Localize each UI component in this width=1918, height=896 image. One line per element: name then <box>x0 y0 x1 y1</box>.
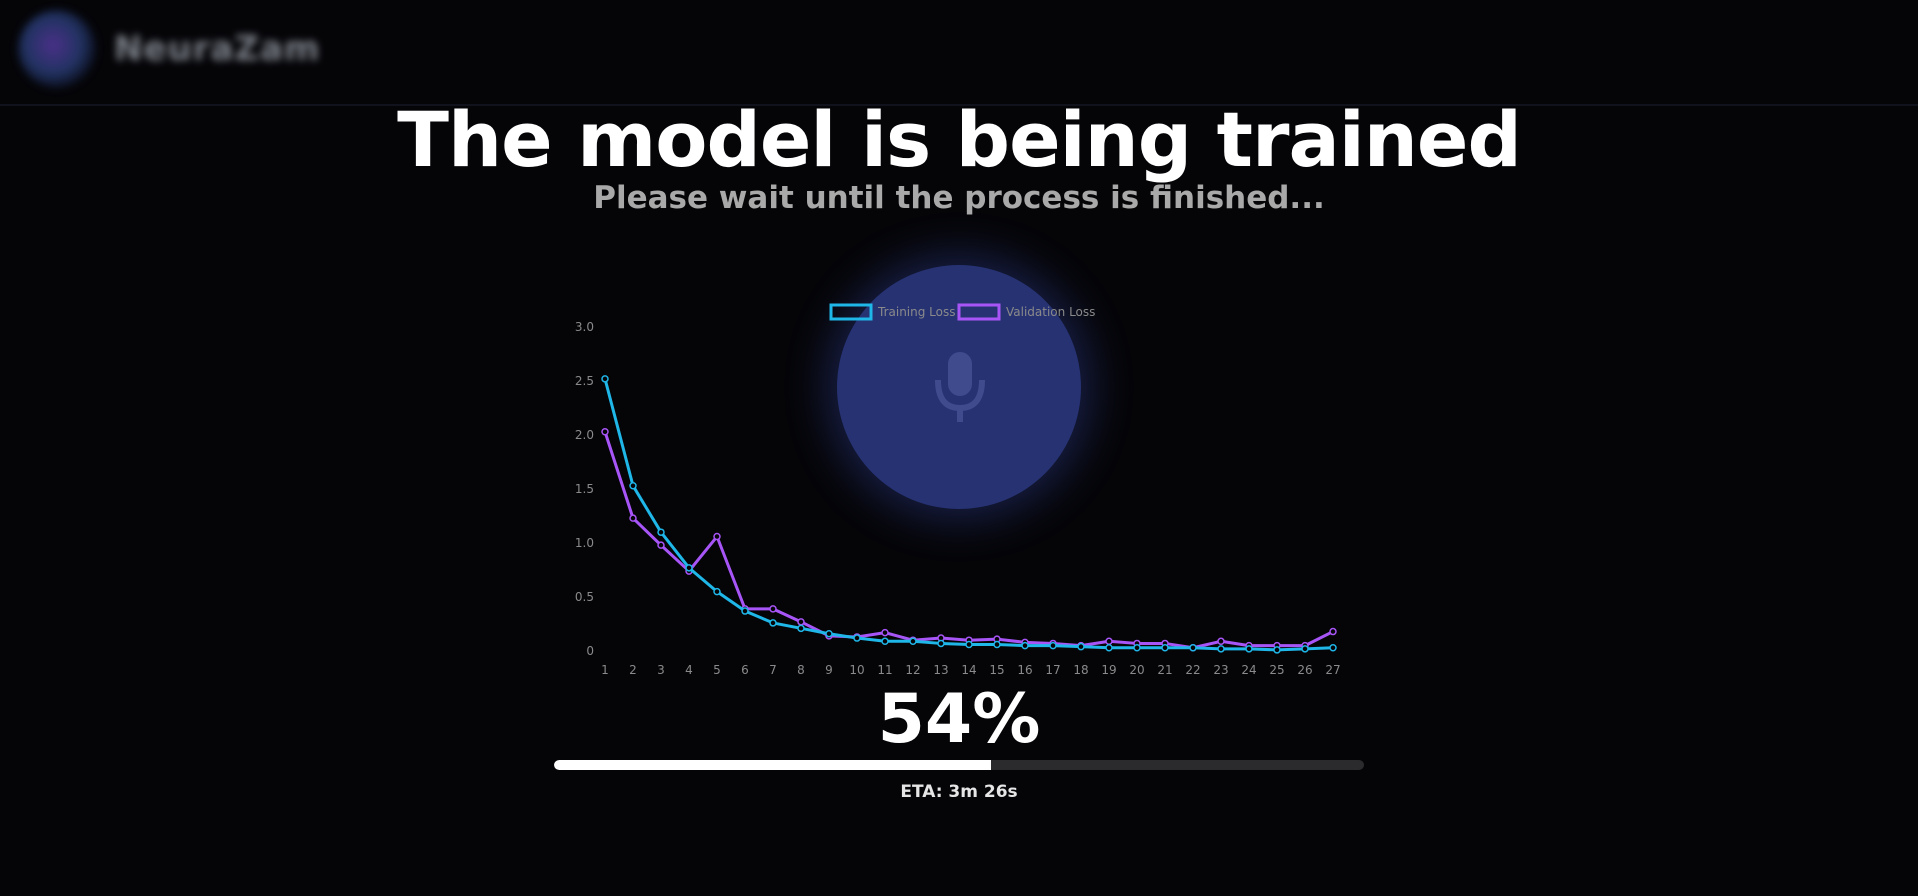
y-tick-label: 1.0 <box>575 536 594 550</box>
x-tick-label: 7 <box>769 663 777 677</box>
x-tick-label: 2 <box>629 663 637 677</box>
data-point <box>629 514 637 522</box>
x-tick-label: 9 <box>825 663 833 677</box>
data-point <box>1133 644 1141 652</box>
x-tick-label: 11 <box>877 663 892 677</box>
legend-swatch <box>829 303 873 321</box>
data-point <box>713 587 721 596</box>
page-subtitle: Please wait until the process is finishe… <box>593 180 1325 216</box>
data-point <box>769 619 777 627</box>
x-tick-label: 1 <box>601 663 609 677</box>
data-point <box>629 482 637 490</box>
data-point <box>965 640 973 649</box>
x-tick-label: 23 <box>1213 663 1228 677</box>
x-tick-label: 6 <box>741 663 749 677</box>
x-tick-label: 25 <box>1269 663 1284 677</box>
data-point <box>713 532 721 541</box>
data-point <box>657 528 665 536</box>
x-tick-label: 17 <box>1045 663 1060 677</box>
data-point <box>1077 642 1085 651</box>
y-tick-label: 0 <box>586 644 594 658</box>
x-tick-label: 21 <box>1157 663 1172 677</box>
legend-label: Training Loss <box>877 305 955 319</box>
x-tick-label: 27 <box>1325 663 1340 677</box>
x-tick-label: 16 <box>1017 663 1032 677</box>
y-tick-label: 0.5 <box>575 590 594 604</box>
data-point <box>769 605 777 613</box>
x-tick-label: 26 <box>1297 663 1312 677</box>
data-point <box>881 637 889 646</box>
page-title: The model is being trained <box>397 95 1522 184</box>
data-point <box>741 607 749 615</box>
data-point <box>797 624 805 633</box>
legend-swatch <box>957 303 1001 321</box>
data-point <box>1329 644 1337 652</box>
data-point <box>1217 637 1225 646</box>
data-point <box>601 428 609 436</box>
microphone-icon <box>935 352 985 422</box>
x-tick-label: 10 <box>849 663 864 677</box>
data-point <box>853 634 861 642</box>
data-point <box>993 640 1001 649</box>
y-tick-label: 3.0 <box>575 320 594 334</box>
x-tick-label: 14 <box>961 663 976 677</box>
data-point <box>797 618 805 626</box>
eta-text: ETA: 3m 26s <box>900 782 1018 802</box>
x-tick-label: 5 <box>713 663 721 677</box>
x-tick-label: 3 <box>657 663 665 677</box>
data-point <box>1273 646 1281 654</box>
x-tick-label: 13 <box>933 663 948 677</box>
legend-label: Validation Loss <box>1006 305 1095 319</box>
top-bar: NeuraZam <box>0 0 1918 106</box>
data-point <box>1161 644 1169 652</box>
data-point <box>1217 645 1225 653</box>
y-tick-label: 2.5 <box>575 374 594 388</box>
x-tick-label: 15 <box>989 663 1004 677</box>
logo[interactable]: NeuraZam <box>18 10 320 88</box>
x-tick-label: 24 <box>1241 663 1256 677</box>
x-tick-label: 12 <box>905 663 920 677</box>
data-point <box>685 564 693 572</box>
data-point <box>1049 641 1057 650</box>
data-point <box>1329 627 1337 636</box>
y-tick-label: 2.0 <box>575 428 594 442</box>
progress-fill <box>554 760 992 770</box>
x-tick-label: 4 <box>685 663 693 677</box>
data-point <box>937 639 945 648</box>
app-name: NeuraZam <box>114 29 321 69</box>
data-point <box>825 629 833 638</box>
logo-icon <box>18 10 96 88</box>
progress-bar <box>554 760 1364 770</box>
series-line <box>603 431 1334 650</box>
x-tick-label: 8 <box>797 663 805 677</box>
x-tick-label: 20 <box>1129 663 1144 677</box>
progress-percent: 54% <box>877 680 1041 759</box>
data-point <box>601 375 609 383</box>
x-tick-label: 22 <box>1185 663 1200 677</box>
data-point <box>1105 644 1113 652</box>
x-tick-label: 18 <box>1073 663 1088 677</box>
data-point <box>1301 645 1309 653</box>
data-point <box>1245 645 1253 653</box>
x-tick-label: 19 <box>1101 663 1116 677</box>
data-point <box>909 637 917 646</box>
data-point <box>1021 641 1029 650</box>
series-line <box>603 378 1334 652</box>
data-point <box>881 628 889 637</box>
data-point <box>1105 637 1113 646</box>
data-point <box>1189 644 1197 652</box>
data-point <box>657 541 665 549</box>
y-tick-label: 1.5 <box>575 482 594 496</box>
